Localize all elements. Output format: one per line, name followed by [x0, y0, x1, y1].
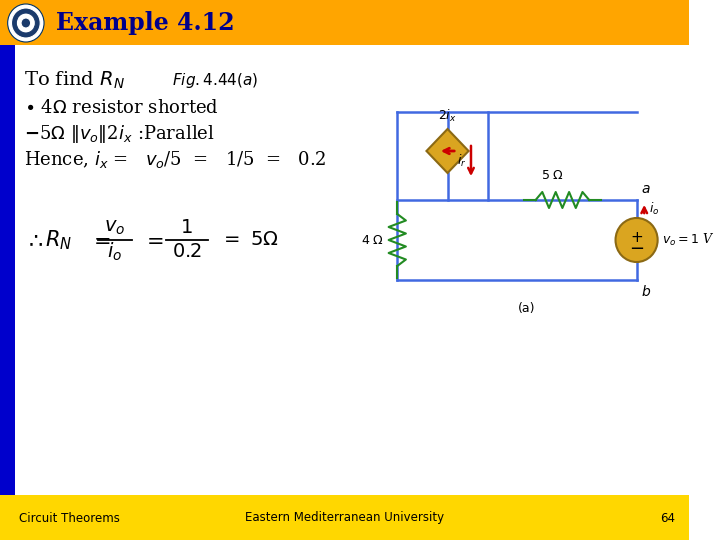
Text: Eastern Mediterranean University: Eastern Mediterranean University [245, 511, 444, 524]
Text: $v_o = 1$ V: $v_o = 1$ V [662, 232, 715, 248]
Text: $=$: $=$ [142, 231, 163, 249]
Text: $a$: $a$ [642, 182, 651, 196]
FancyBboxPatch shape [0, 45, 15, 495]
Text: $\bullet$ 4$\Omega$ resistor shorted: $\bullet$ 4$\Omega$ resistor shorted [24, 99, 219, 117]
Text: Hence, $i_x$ =   $v_o$/5  =   1/5  =   0.2: Hence, $i_x$ = $v_o$/5 = 1/5 = 0.2 [24, 150, 326, 171]
Text: $+$: $+$ [630, 230, 643, 245]
Text: (a): (a) [518, 302, 535, 315]
Text: $\mathit{Fig.4.44(a)}$: $\mathit{Fig.4.44(a)}$ [172, 71, 258, 90]
Text: $2i_x$: $2i_x$ [438, 108, 457, 124]
Circle shape [21, 18, 31, 28]
Circle shape [616, 218, 657, 262]
Text: Example 4.12: Example 4.12 [55, 11, 234, 35]
Text: $= \ 5\Omega$: $= \ 5\Omega$ [220, 231, 279, 249]
Text: $-$: $-$ [629, 238, 644, 256]
Text: $\mathbf{-}$5$\Omega$ $\Vert v_o\Vert$2$i_x$ :Parallel: $\mathbf{-}$5$\Omega$ $\Vert v_o\Vert$2$… [24, 123, 215, 145]
Text: $R_N$: $R_N$ [45, 228, 72, 252]
Text: $i_o$: $i_o$ [107, 241, 122, 263]
Text: 64: 64 [660, 511, 675, 524]
Text: $i_o$: $i_o$ [649, 201, 660, 217]
Text: $=$: $=$ [89, 231, 110, 249]
FancyBboxPatch shape [0, 495, 689, 540]
FancyBboxPatch shape [15, 45, 689, 495]
Text: $v_o$: $v_o$ [104, 219, 125, 237]
Text: $b$: $b$ [642, 284, 652, 299]
Polygon shape [426, 129, 469, 173]
Text: 5 $\Omega$: 5 $\Omega$ [541, 169, 564, 182]
Text: $\therefore$: $\therefore$ [24, 230, 43, 250]
Circle shape [8, 4, 44, 42]
Text: Circuit Theorems: Circuit Theorems [19, 511, 120, 524]
Text: $0.2$: $0.2$ [172, 243, 202, 261]
FancyBboxPatch shape [0, 0, 689, 45]
Circle shape [12, 8, 40, 38]
Text: 4 $\Omega$: 4 $\Omega$ [361, 233, 384, 246]
Text: $1$: $1$ [180, 219, 193, 237]
Circle shape [17, 13, 35, 33]
Text: $i_r$: $i_r$ [456, 153, 466, 169]
Text: To find $R_N$: To find $R_N$ [24, 69, 125, 91]
